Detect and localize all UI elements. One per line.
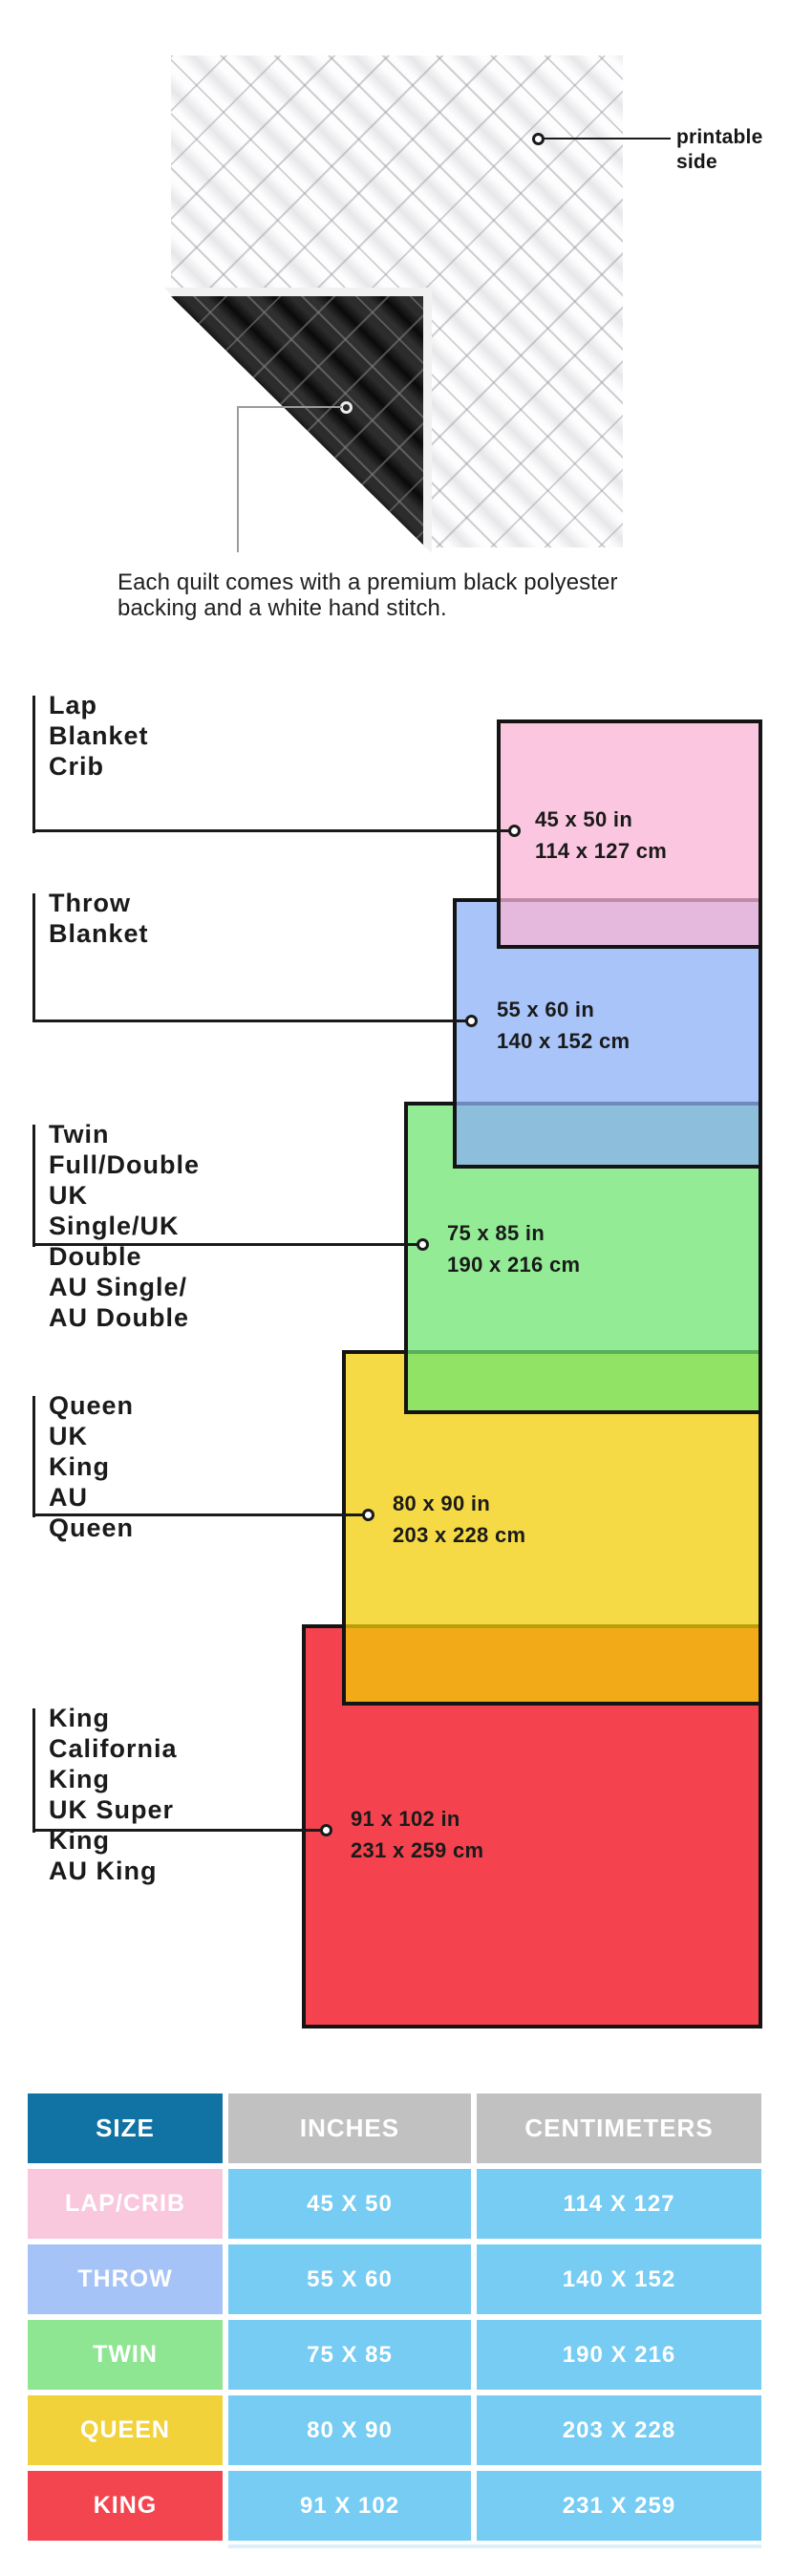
callout-line-v: [32, 696, 35, 833]
table-cell-inches: 45 X 50: [228, 2169, 471, 2239]
table-cell-inches: 80 X 90: [228, 2395, 471, 2465]
printable-side-label: printable side: [676, 126, 763, 173]
size-measurements: 80 x 90 in 203 x 228 cm: [393, 1488, 525, 1551]
quilt-black-backing-flap: [171, 296, 423, 545]
size-label: King California King UK Super King AU Ki…: [49, 1704, 178, 1885]
size-label: Lap Blanket Crib: [49, 691, 149, 781]
backing-callout-line-v: [237, 406, 239, 552]
callout-line-h: [32, 829, 510, 832]
size-measurements: 91 x 102 in 231 x 259 cm: [351, 1803, 483, 1866]
table-cell-inches: 91 X 102: [228, 2471, 471, 2541]
table-row-label-queen: QUEEN: [28, 2395, 223, 2465]
table-row-label-throw: THROW: [28, 2244, 223, 2314]
size-inches: 80 x 90 in: [393, 1492, 491, 1515]
table-cell-centimeters: 190 X 216: [477, 2320, 761, 2390]
callout-dot-icon: [362, 1509, 374, 1521]
size-table: SIZE INCHES CENTIMETERS LAP/CRIB 45 X 50…: [28, 2093, 761, 2541]
size-centimeters: 114 x 127 cm: [535, 839, 668, 863]
callout-dot-icon: [320, 1824, 332, 1836]
printable-side-callout-line: [544, 138, 671, 140]
table-cell-inches: 55 X 60: [228, 2244, 471, 2314]
table-cell-centimeters: 140 X 152: [477, 2244, 761, 2314]
table-header-inches: INCHES: [228, 2093, 471, 2163]
table-cell-centimeters: 114 X 127: [477, 2169, 761, 2239]
callout-line-h: [32, 1020, 467, 1022]
printable-side-dot-icon: [532, 133, 545, 145]
size-centimeters: 190 x 216 cm: [447, 1253, 581, 1277]
size-measurements: 75 x 85 in 190 x 216 cm: [447, 1217, 580, 1280]
callout-line-v: [32, 1708, 35, 1833]
size-measurements: 45 x 50 in 114 x 127 cm: [535, 804, 667, 867]
size-centimeters: 231 x 259 cm: [351, 1838, 484, 1862]
table-bottom-shadow: [228, 2544, 761, 2548]
size-inches: 91 x 102 in: [351, 1807, 460, 1831]
backing-callout-line-h: [237, 406, 342, 408]
size-rect-lap: [497, 719, 762, 949]
size-inches: 55 x 60 in: [497, 998, 595, 1021]
size-inches: 45 x 50 in: [535, 807, 633, 831]
callout-line-v: [32, 1396, 35, 1517]
table-row-label-lap: LAP/CRIB: [28, 2169, 223, 2239]
table-cell-centimeters: 203 X 228: [477, 2395, 761, 2465]
size-centimeters: 203 x 228 cm: [393, 1523, 526, 1547]
callout-line-v: [32, 1125, 35, 1247]
table-row-label-king: KING: [28, 2471, 223, 2541]
callout-line-h: [32, 1513, 364, 1516]
size-inches: 75 x 85 in: [447, 1221, 545, 1245]
callout-line-v: [32, 893, 35, 1021]
table-header-centimeters: CENTIMETERS: [477, 2093, 761, 2163]
callout-dot-icon: [508, 825, 521, 837]
size-label: Twin Full/Double UK Single/UK Double AU …: [49, 1120, 200, 1332]
table-cell-inches: 75 X 85: [228, 2320, 471, 2390]
size-label: Throw Blanket: [49, 889, 149, 948]
callout-line-h: [32, 1243, 418, 1246]
callout-line-h: [32, 1829, 322, 1832]
size-centimeters: 140 x 152 cm: [497, 1029, 631, 1053]
table-cell-centimeters: 231 X 259: [477, 2471, 761, 2541]
callout-dot-icon: [417, 1238, 429, 1251]
table-row-label-twin: TWIN: [28, 2320, 223, 2390]
table-header-size: SIZE: [28, 2093, 223, 2163]
size-measurements: 55 x 60 in 140 x 152 cm: [497, 994, 630, 1057]
callout-dot-icon: [465, 1015, 478, 1027]
backing-caption: Each quilt comes with a premium black po…: [118, 569, 618, 621]
size-label: Queen UK King AU Queen: [49, 1391, 135, 1542]
